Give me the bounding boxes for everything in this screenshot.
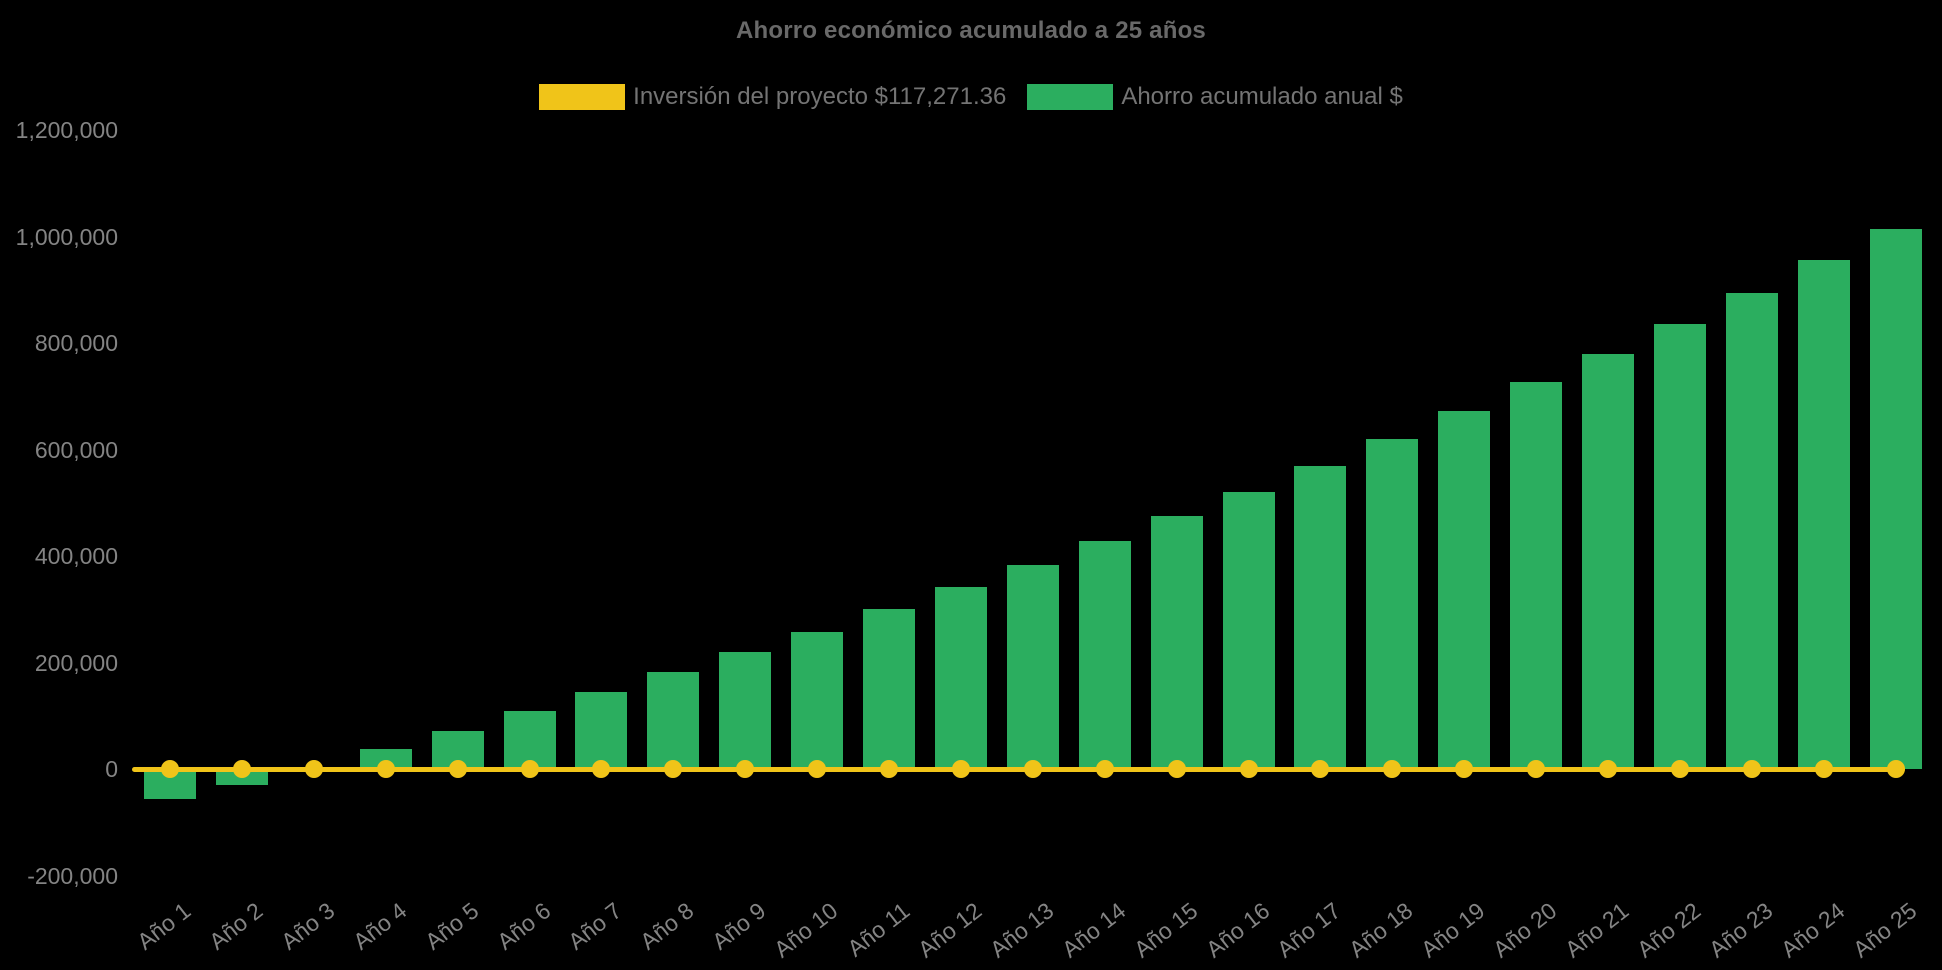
savings-bar [1438,410,1491,769]
savings-bar [1653,323,1706,769]
savings-bar [1222,492,1275,769]
legend-label-investment: Inversión del proyecto $117,271.36 [633,83,1007,110]
investment-point [232,760,251,778]
investment-point [1742,760,1761,778]
savings-bar [863,609,915,769]
savings-bar [359,748,412,769]
investment-point [304,760,323,778]
chart-title: Ahorro económico acumulado a 25 años [736,17,1206,44]
investment-point [1383,760,1402,778]
legend-item-savings[interactable]: Ahorro acumulado anual $ [1027,84,1403,110]
savings-bar [1582,353,1634,769]
investment-point [1095,760,1114,778]
investment-point [1599,760,1617,778]
investment-point [520,760,539,778]
savings-bar [575,691,628,769]
legend-label-savings: Ahorro acumulado anual $ [1121,83,1403,110]
investment-point [1239,760,1258,778]
investment-line [132,766,1905,772]
investment-point [951,760,970,778]
y-axis-tick-label: 1,000,000 [15,223,118,250]
y-axis-tick-label: 400,000 [34,543,118,569]
investment-point [1814,760,1833,778]
investment-point [1527,760,1546,778]
investment-point [1167,760,1186,778]
investment-point [161,760,179,778]
savings-bar [1150,515,1203,769]
savings-bar [1510,382,1563,769]
investment-point [736,760,755,778]
savings-bar [1725,292,1778,769]
investment-point [880,760,898,778]
savings-bar [1294,466,1347,769]
savings-bar [791,631,844,769]
investment-point [448,760,467,778]
y-axis-tick-label: 800,000 [34,330,118,356]
investment-point [376,760,395,778]
savings-bar [1006,564,1059,769]
investment-point [1311,760,1330,778]
savings-bar [1078,541,1131,769]
y-axis-tick-label: 600,000 [34,436,118,463]
savings-bar [647,672,700,769]
savings-bar [719,652,772,769]
investment-point [808,760,827,778]
y-axis-tick-label: 200,000 [34,649,118,676]
investment-point [664,760,683,778]
savings-bar [503,711,556,769]
savings-bar [1797,260,1850,769]
investment-point [1670,760,1689,778]
savings-bar [934,587,987,769]
legend-swatch-investment-icon [539,84,626,110]
investment-point [1455,760,1474,778]
investment-point [1886,760,1905,778]
legend-item-investment[interactable]: Inversión del proyecto $117,271.36 [539,84,1006,110]
y-axis-tick-label: 0 [105,756,118,782]
y-axis-tick-label: 1,200,000 [15,117,118,143]
savings-bar [1869,229,1922,769]
y-axis-tick-label: -200,000 [27,862,118,889]
savings-bar [1366,438,1419,769]
legend-swatch-savings-icon [1027,84,1114,110]
investment-point [592,760,611,778]
investment-point [1023,760,1042,778]
legend: Inversión del proyecto $117,271.36 Ahorr… [0,84,1942,110]
